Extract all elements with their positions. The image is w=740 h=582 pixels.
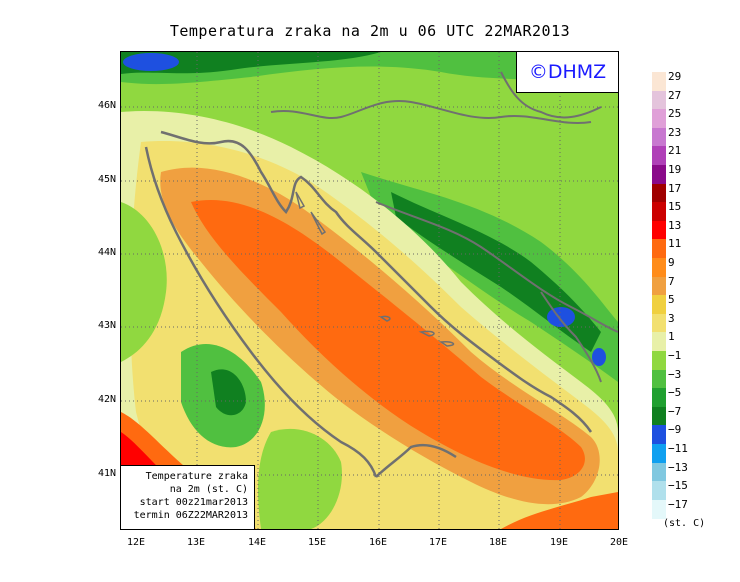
island-3: [438, 341, 455, 347]
italy-green-south: [258, 428, 342, 529]
legend-label: 23: [668, 125, 682, 139]
lat-label-44n: 44N: [97, 247, 116, 258]
legend-swatch: [652, 388, 666, 408]
legend-label: −5: [668, 386, 682, 400]
lon-label-15e: 15E: [307, 537, 327, 548]
legend-label: −17: [668, 497, 688, 511]
legend-label: 3: [668, 311, 675, 325]
legend-swatch: [652, 369, 666, 389]
montenegro-border: [540, 291, 602, 383]
map-canvas: [121, 52, 618, 529]
island-1: [379, 315, 391, 322]
italy-dark-patch: [211, 369, 246, 416]
info-line-4: termin 06Z22MAR2013: [133, 510, 248, 521]
legend-swatch: [652, 165, 666, 185]
legend-label: −1: [668, 349, 682, 362]
graticule: [121, 52, 618, 529]
info-line-2: na 2m (st. C): [169, 484, 248, 495]
legend-label: −3: [668, 367, 682, 381]
northern-border: [270, 100, 592, 124]
island-2: [418, 330, 435, 337]
legend-swatch: [652, 351, 666, 371]
gargano-coastline: [375, 443, 457, 478]
legend-label: −7: [668, 404, 682, 418]
legend-label: −9: [668, 423, 682, 437]
lon-label-13e: 13E: [186, 537, 206, 548]
legend-swatch: [652, 109, 666, 129]
lat-label-41n: 41N: [97, 468, 116, 479]
lon-label-16e: 16E: [368, 537, 388, 548]
legend-swatch: [652, 90, 666, 110]
legend-swatch: [652, 127, 666, 147]
legend-swatch: [652, 220, 666, 240]
legend-label: 7: [668, 274, 675, 288]
italy-green-north: [121, 202, 167, 362]
alpine-cold-core: [121, 52, 381, 74]
legend-swatch: [652, 499, 666, 519]
legend-label: 15: [668, 200, 682, 214]
legend-label: 27: [668, 88, 682, 102]
legend-swatch: [652, 72, 666, 92]
legend-swatch: [652, 444, 666, 464]
info-line-3: start 00z21mar2013: [139, 497, 248, 508]
legend-swatch: [652, 202, 666, 222]
dinaric-cold-core: [391, 192, 601, 352]
ionian-warm: [501, 492, 618, 529]
legend-label: 13: [668, 218, 682, 232]
cold-spot-montenegro: [547, 307, 575, 327]
legend-label: 17: [668, 181, 682, 195]
legend-swatch: [652, 258, 666, 278]
legend-swatch: [652, 332, 666, 352]
legend-swatch: [652, 295, 666, 315]
legend-label: 19: [668, 163, 682, 176]
cold-spot-se: [592, 348, 606, 366]
legend-label: 11: [668, 237, 682, 251]
cold-spot-nw: [123, 53, 179, 71]
legend-label: 25: [668, 107, 682, 121]
info-box: Temperature zraka na 2m (st. C) start 00…: [121, 465, 255, 529]
island-cres: [310, 211, 327, 236]
lon-label-14e: 14E: [247, 537, 267, 548]
legend-label: 1: [668, 330, 675, 344]
legend-label: −13: [668, 460, 688, 474]
temperature-map: [120, 51, 619, 530]
legend-label: −15: [668, 479, 688, 493]
adriatic-warm-core: [191, 200, 585, 481]
lat-label-46n: 46N: [97, 100, 116, 111]
legend-swatch: [652, 146, 666, 166]
lon-label-19e: 19E: [549, 537, 569, 548]
legend-swatch: [652, 183, 666, 203]
lon-label-12e: 12E: [126, 537, 146, 548]
lat-label-45n: 45N: [97, 174, 116, 185]
legend-swatch: [652, 276, 666, 296]
map-title: Temperatura zraka na 2m u 06 UTC 22MAR20…: [169, 22, 571, 40]
lon-label-20e: 20E: [609, 537, 629, 548]
lon-label-18e: 18E: [488, 537, 508, 548]
legend-label: 21: [668, 144, 682, 158]
island-krk: [295, 191, 306, 210]
lon-label-17e: 17E: [428, 537, 448, 548]
lat-label-43n: 43N: [97, 320, 116, 331]
legend-label: 29: [668, 70, 682, 83]
info-line-1: Temperature zraka: [145, 471, 248, 482]
italian-coastline: [144, 146, 378, 478]
legend-swatch: [652, 425, 666, 445]
legend-swatch: [652, 239, 666, 259]
legend-label: 9: [668, 256, 675, 269]
legend-swatch: [652, 462, 666, 482]
legend-swatch: [652, 481, 666, 501]
legend-label: −11: [668, 442, 688, 455]
dhmz-logo: ©DHMZ: [516, 52, 618, 93]
bosnia-border: [375, 201, 618, 333]
legend-swatch: [652, 313, 666, 333]
legend-label: 5: [668, 293, 675, 307]
legend-swatch: [652, 406, 666, 426]
croatian-coastline: [160, 130, 593, 433]
lat-label-42n: 42N: [97, 394, 116, 405]
hungary-border: [500, 71, 602, 119]
legend-unit: (st. C): [663, 518, 706, 529]
